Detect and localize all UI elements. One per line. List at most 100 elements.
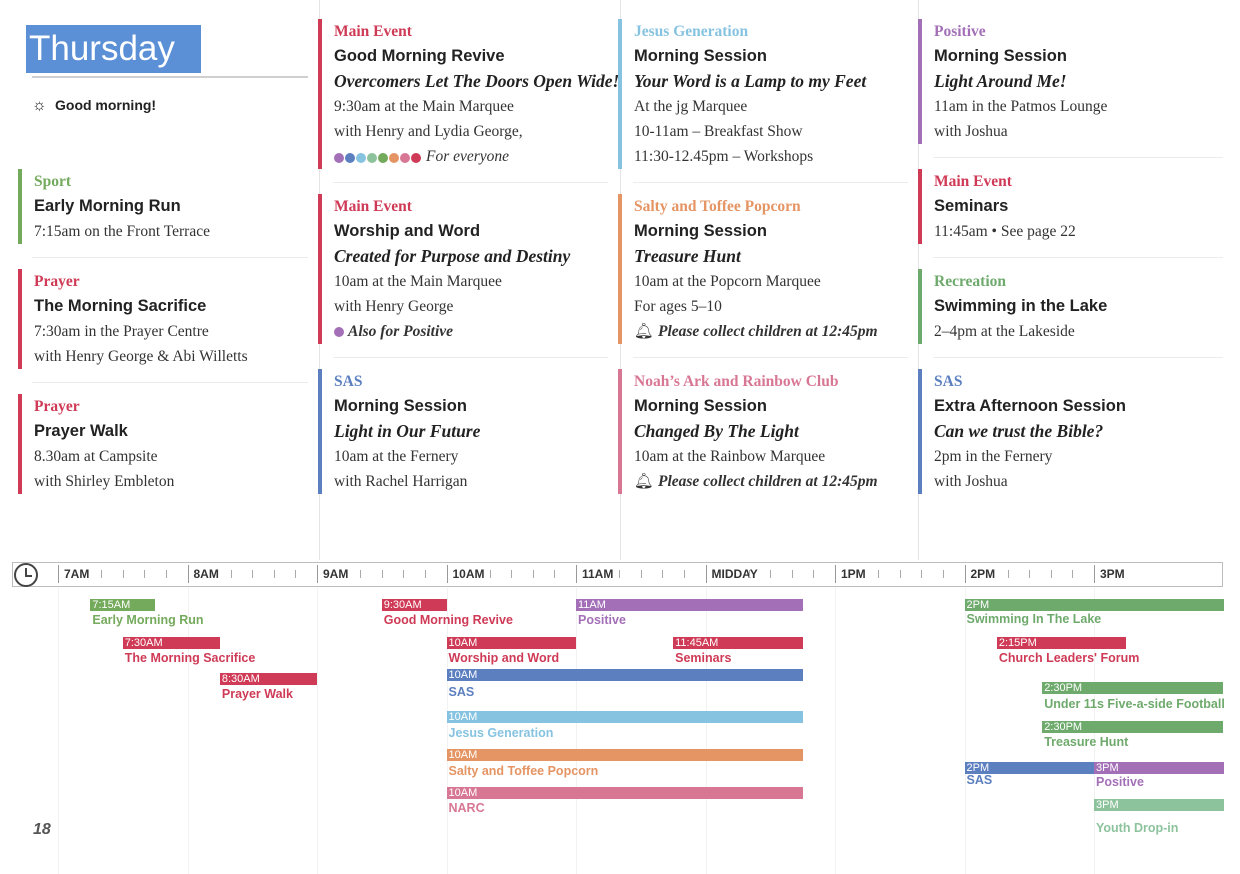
minute-tick	[813, 570, 815, 578]
timeline-bar-label: Salty and Toffee Popcorn	[448, 764, 599, 778]
event-sport-run[interactable]: Sport Early Morning Run 7:15am on the Fr…	[18, 169, 210, 244]
event-category: Prayer	[34, 273, 80, 290]
timeline-bar[interactable]: 9:30AM	[381, 599, 447, 611]
event-positive[interactable]: Positive Morning Session Light Around Me…	[918, 19, 1107, 144]
event-morning-sacrifice[interactable]: Prayer The Morning Sacrifice 7:30am in t…	[18, 269, 248, 369]
hour-label: 7AM	[64, 567, 90, 581]
event-jesus-generation[interactable]: Jesus Generation Morning Session Your Wo…	[618, 19, 866, 169]
timeline-bar[interactable]: 7:30AM	[122, 637, 220, 649]
timeline-bar[interactable]: 7:15AM	[90, 599, 156, 611]
timeline-bar-label: Worship and Word	[448, 651, 560, 665]
timeline-bar-label: SAS	[448, 685, 475, 699]
event-good-morning-revive[interactable]: Main Event Good Morning Revive Overcomer…	[318, 19, 619, 169]
minute-tick	[403, 570, 405, 578]
event-category: Main Event	[934, 173, 1012, 190]
minute-tick	[554, 570, 556, 578]
event-title: Early Morning Run	[34, 197, 181, 215]
event-worship-and-word[interactable]: Main Event Worship and Word Created for …	[318, 194, 570, 344]
timeline-bar[interactable]: 10AM	[446, 787, 803, 799]
hour-divider	[446, 565, 448, 583]
minute-tick	[511, 570, 513, 578]
timeline-bar-label: The Morning Sacrifice	[124, 651, 256, 665]
event-with: with Joshua	[934, 123, 1008, 140]
event-noahs-ark[interactable]: Noah’s Ark and Rainbow Club Morning Sess…	[618, 369, 878, 494]
timeline-bar-label: Seminars	[675, 651, 732, 665]
event-prayer-walk[interactable]: Prayer Prayer Walk 8.30am at Campsite wi…	[18, 394, 174, 494]
hour-divider	[317, 565, 318, 583]
event-note: Also for Positive	[334, 319, 570, 344]
event-subtitle: Your Word is a Lamp to my Feet	[634, 71, 867, 91]
clock-icon	[14, 563, 38, 587]
timeline-bar[interactable]: 10AM	[446, 711, 803, 723]
timeline-bar[interactable]: 10AM	[446, 749, 803, 761]
event-title: Seminars	[934, 197, 1009, 215]
timeline-bar[interactable]: 2:30PM	[1042, 721, 1224, 733]
timeline-axis	[12, 562, 1223, 587]
event-title: Prayer Walk	[34, 422, 128, 440]
hour-divider	[1094, 565, 1095, 583]
hour-label: 11AM	[582, 567, 614, 581]
grid-line	[964, 588, 966, 874]
minute-tick	[122, 570, 124, 578]
timeline-bar[interactable]: 11AM	[576, 599, 803, 611]
minute-tick	[424, 570, 426, 578]
minute-tick	[360, 570, 362, 578]
event-time: 7:15am on the Front Terrace	[34, 223, 210, 240]
timeline-bar[interactable]: 8:30AM	[219, 673, 317, 685]
audience-label: For everyone	[426, 148, 510, 165]
event-seminars[interactable]: Main Event Seminars 11:45am • See page 2…	[918, 169, 1076, 244]
timeline-bar[interactable]: 3PM	[1094, 762, 1224, 774]
timeline-bar[interactable]: 11:45AM	[673, 637, 803, 649]
minute-tick	[381, 570, 383, 578]
timeline-bar-label: Youth Drop-in	[1096, 821, 1179, 835]
bell-icon: 🔔︎	[634, 473, 654, 490]
timeline-bar[interactable]: 10AM	[446, 669, 803, 681]
event-swimming[interactable]: Recreation Swimming in the Lake 2–4pm at…	[918, 269, 1107, 344]
timeline-bar-label: Positive	[578, 613, 626, 627]
event-category: Salty and Toffee Popcorn	[634, 198, 801, 215]
page-number: 18	[33, 821, 51, 838]
separator	[633, 182, 908, 183]
minute-tick	[1050, 570, 1052, 578]
event-time: 11:45am • See page 22	[934, 223, 1076, 240]
event-with: with Rachel Harrigan	[334, 473, 468, 490]
minute-tick	[899, 570, 901, 578]
event-ages: For ages 5–10	[634, 298, 722, 315]
timeline-bar[interactable]: 3PM	[1094, 799, 1224, 811]
event-category: Positive	[934, 23, 986, 40]
timeline-bar[interactable]: 2:30PM	[1042, 682, 1224, 694]
event-note-text: Please collect children at 12:45pm	[658, 473, 878, 490]
event-note: 🔔︎ Please collect children at 12:45pm	[634, 469, 878, 494]
timeline-bar[interactable]: 2PM	[964, 599, 1224, 611]
event-title: Morning Session	[634, 397, 767, 415]
event-subtitle: Changed By The Light	[634, 421, 799, 441]
minute-tick	[683, 570, 685, 578]
hour-divider	[705, 565, 707, 583]
timeline-bar[interactable]: 2PM	[964, 762, 1094, 774]
minute-tick	[1029, 570, 1031, 578]
minute-tick	[532, 570, 534, 578]
title-rule	[32, 76, 308, 78]
event-salty-toffee[interactable]: Salty and Toffee Popcorn Morning Session…	[618, 194, 878, 344]
timeline-bar[interactable]: 10AM	[446, 637, 576, 649]
minute-tick	[489, 570, 491, 578]
hour-label: MIDDAY	[711, 567, 758, 581]
event-sas-morning[interactable]: SAS Morning Session Light in Our Future …	[318, 369, 480, 494]
timeline-bar-label: Prayer Walk	[221, 687, 293, 701]
minute-tick	[1072, 570, 1074, 578]
event-subtitle: Light Around Me!	[934, 71, 1067, 91]
event-sas-afternoon[interactable]: SAS Extra Afternoon Session Can we trust…	[918, 369, 1126, 494]
event-category: SAS	[934, 373, 963, 390]
minute-tick	[770, 570, 772, 578]
minute-tick	[252, 570, 254, 578]
timeline-bar-label: Under 11s Five-a-side Football	[1044, 697, 1225, 711]
timeline-bar-label: Treasure Hunt	[1044, 735, 1129, 749]
event-title: Morning Session	[634, 47, 767, 65]
hour-label: 8AM	[193, 567, 219, 581]
greeting: ☼ Good morning!	[32, 97, 156, 115]
timeline-bar[interactable]: 2:15PM	[996, 637, 1127, 649]
hour-divider	[964, 565, 966, 583]
event-title: Morning Session	[934, 47, 1067, 65]
event-time: 10am at the Popcorn Marquee	[634, 273, 821, 290]
grid-line	[446, 588, 448, 874]
